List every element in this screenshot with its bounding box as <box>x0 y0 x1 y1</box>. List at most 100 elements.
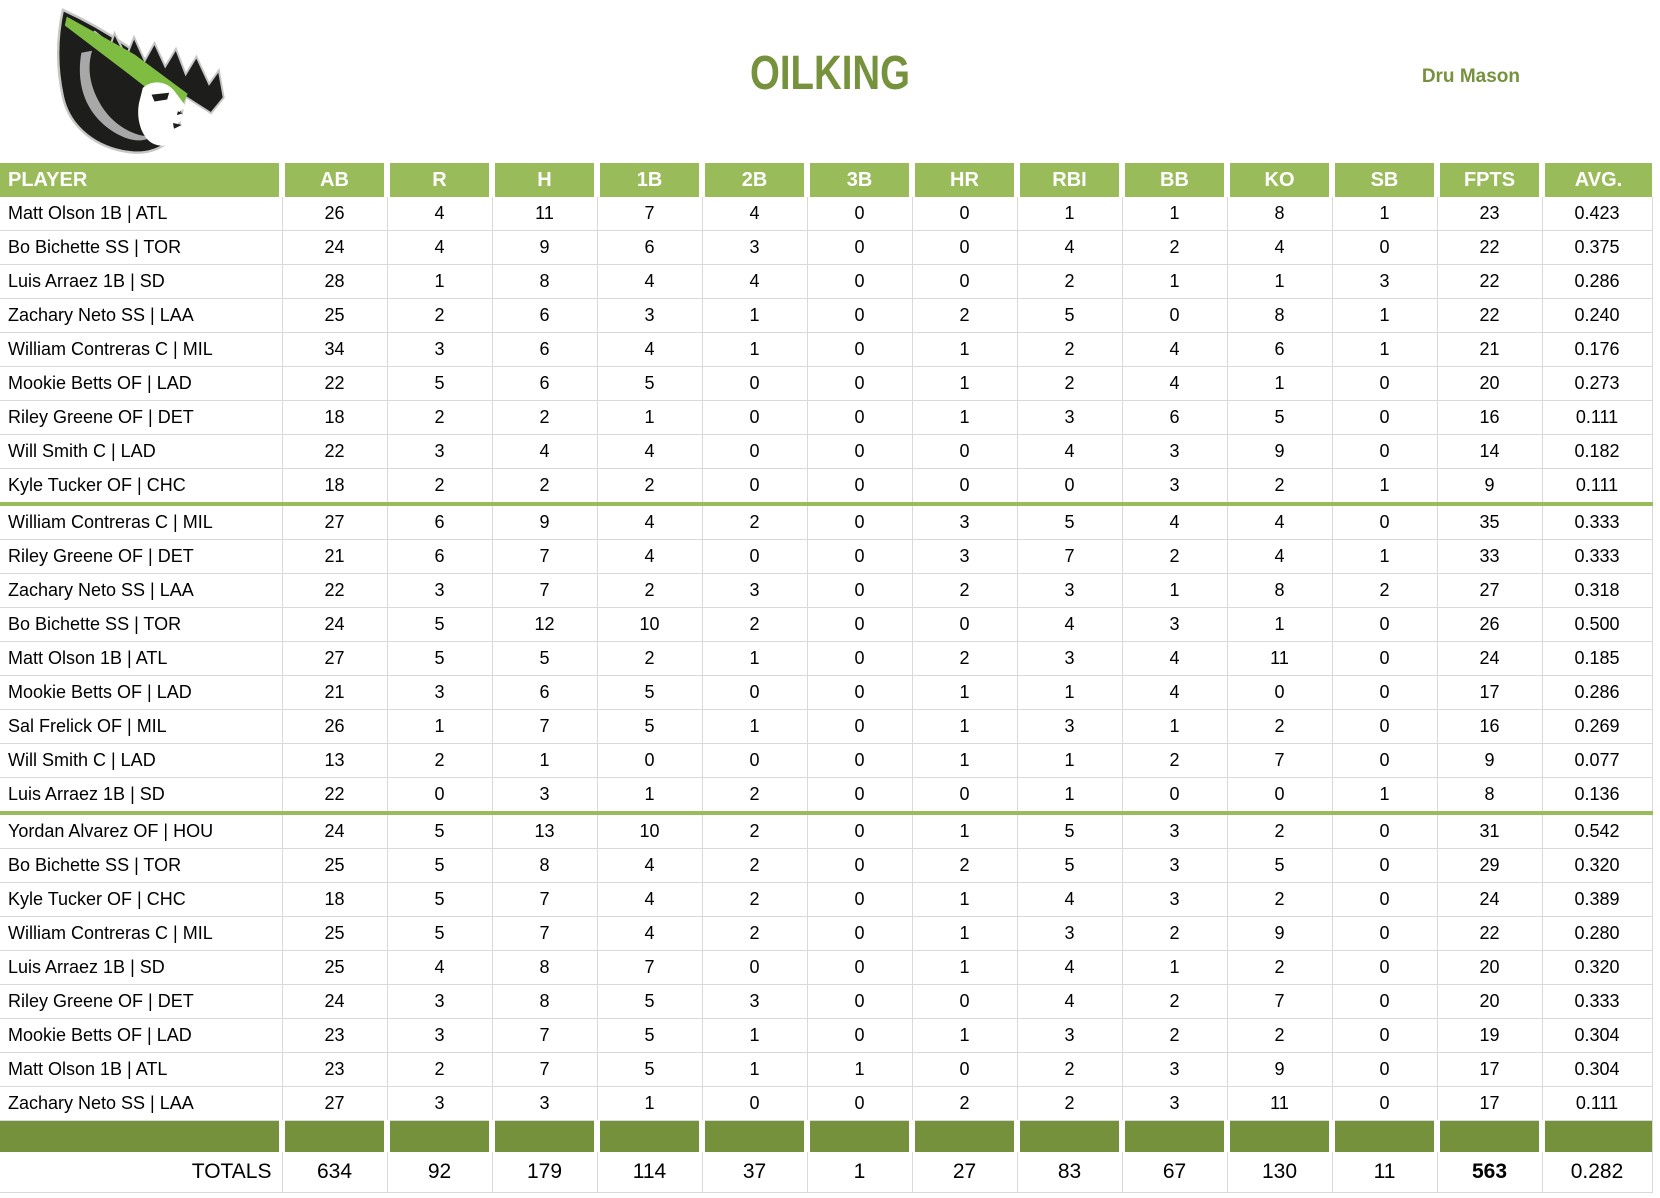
stat-cell-3b[interactable]: 0 <box>806 916 912 951</box>
stat-cell-avg[interactable]: 0.375 <box>1541 230 1653 265</box>
totals-cell-bb[interactable]: 67 <box>1121 1152 1227 1193</box>
stat-cell-ko[interactable]: 7 <box>1226 743 1332 778</box>
column-header-sb[interactable]: SB <box>1329 163 1437 197</box>
stat-cell-ab[interactable]: 26 <box>281 197 387 231</box>
stat-cell-ab[interactable]: 13 <box>281 743 387 778</box>
stat-cell-rbi[interactable]: 2 <box>1016 332 1122 367</box>
stat-cell-ab[interactable]: 24 <box>281 984 387 1019</box>
stat-cell-rbi[interactable]: 4 <box>1016 882 1122 917</box>
stat-cell-rbi[interactable]: 4 <box>1016 984 1122 1019</box>
stat-cell-rbi[interactable]: 5 <box>1016 848 1122 883</box>
stat-cell-3b[interactable]: 0 <box>806 641 912 676</box>
stat-cell-2b[interactable]: 2 <box>701 848 807 883</box>
stat-cell-avg[interactable]: 0.136 <box>1541 777 1653 815</box>
stat-cell-bb[interactable]: 4 <box>1121 332 1227 367</box>
stat-cell-avg[interactable]: 0.286 <box>1541 264 1653 299</box>
stat-cell-fpts[interactable]: 9 <box>1436 468 1542 506</box>
stat-cell-h[interactable]: 7 <box>491 882 597 917</box>
stat-cell-r[interactable]: 2 <box>386 400 492 435</box>
stat-cell-ko[interactable]: 11 <box>1226 1086 1332 1121</box>
stat-cell-avg[interactable]: 0.500 <box>1541 607 1653 642</box>
totals-cell-rbi[interactable]: 83 <box>1016 1152 1122 1193</box>
stat-cell-bb[interactable]: 3 <box>1121 1052 1227 1087</box>
stat-cell-h[interactable]: 5 <box>491 641 597 676</box>
stat-cell-3b[interactable]: 0 <box>806 777 912 815</box>
stat-cell-1b[interactable]: 2 <box>596 468 702 506</box>
stat-cell-hr[interactable]: 0 <box>911 264 1017 299</box>
stat-cell-hr[interactable]: 2 <box>911 848 1017 883</box>
player-cell[interactable]: Zachary Neto SS | LAA <box>0 298 282 333</box>
stat-cell-hr[interactable]: 1 <box>911 675 1017 710</box>
stat-cell-ab[interactable]: 27 <box>281 641 387 676</box>
stat-cell-fpts[interactable]: 17 <box>1436 1086 1542 1121</box>
stat-cell-hr[interactable]: 1 <box>911 366 1017 401</box>
stat-cell-r[interactable]: 3 <box>386 1018 492 1053</box>
stat-cell-bb[interactable]: 3 <box>1121 848 1227 883</box>
stat-cell-bb[interactable]: 2 <box>1121 230 1227 265</box>
stat-cell-h[interactable]: 7 <box>491 573 597 608</box>
stat-cell-3b[interactable]: 0 <box>806 675 912 710</box>
player-cell[interactable]: Zachary Neto SS | LAA <box>0 1086 282 1121</box>
stat-cell-h[interactable]: 8 <box>491 264 597 299</box>
stat-cell-sb[interactable]: 1 <box>1331 468 1437 506</box>
stat-cell-hr[interactable]: 0 <box>911 468 1017 506</box>
stat-cell-hr[interactable]: 1 <box>911 743 1017 778</box>
stat-cell-hr[interactable]: 2 <box>911 1086 1017 1121</box>
player-cell[interactable]: Riley Greene OF | DET <box>0 400 282 435</box>
stat-cell-avg[interactable]: 0.273 <box>1541 366 1653 401</box>
stat-cell-avg[interactable]: 0.542 <box>1541 813 1653 849</box>
player-cell[interactable]: Mookie Betts OF | LAD <box>0 675 282 710</box>
stat-cell-sb[interactable]: 1 <box>1331 777 1437 815</box>
stat-cell-2b[interactable]: 2 <box>701 607 807 642</box>
stat-cell-h[interactable]: 3 <box>491 777 597 815</box>
stat-cell-1b[interactable]: 7 <box>596 197 702 231</box>
stat-cell-ko[interactable]: 1 <box>1226 264 1332 299</box>
stat-cell-fpts[interactable]: 20 <box>1436 950 1542 985</box>
stat-cell-1b[interactable]: 2 <box>596 641 702 676</box>
stat-cell-ko[interactable]: 4 <box>1226 504 1332 540</box>
stat-cell-1b[interactable]: 1 <box>596 400 702 435</box>
stat-cell-3b[interactable]: 0 <box>806 950 912 985</box>
player-cell[interactable]: Luis Arraez 1B | SD <box>0 950 282 985</box>
stat-cell-rbi[interactable]: 1 <box>1016 777 1122 815</box>
stat-cell-fpts[interactable]: 17 <box>1436 1052 1542 1087</box>
stat-cell-sb[interactable]: 0 <box>1331 400 1437 435</box>
stat-cell-sb[interactable]: 0 <box>1331 641 1437 676</box>
stat-cell-1b[interactable]: 10 <box>596 607 702 642</box>
stat-cell-3b[interactable]: 0 <box>806 504 912 540</box>
player-cell[interactable]: Yordan Alvarez OF | HOU <box>0 813 282 849</box>
stat-cell-ab[interactable]: 27 <box>281 504 387 540</box>
stat-cell-r[interactable]: 6 <box>386 504 492 540</box>
stat-cell-bb[interactable]: 3 <box>1121 1086 1227 1121</box>
stat-cell-sb[interactable]: 0 <box>1331 434 1437 469</box>
stat-cell-bb[interactable]: 2 <box>1121 984 1227 1019</box>
stat-cell-sb[interactable]: 0 <box>1331 813 1437 849</box>
stat-cell-1b[interactable]: 1 <box>596 1086 702 1121</box>
stat-cell-fpts[interactable]: 8 <box>1436 777 1542 815</box>
stat-cell-bb[interactable]: 1 <box>1121 573 1227 608</box>
stat-cell-ko[interactable]: 5 <box>1226 400 1332 435</box>
stat-cell-3b[interactable]: 0 <box>806 984 912 1019</box>
stat-cell-ab[interactable]: 34 <box>281 332 387 367</box>
stat-cell-fpts[interactable]: 20 <box>1436 366 1542 401</box>
stat-cell-sb[interactable]: 0 <box>1331 1086 1437 1121</box>
stat-cell-hr[interactable]: 2 <box>911 298 1017 333</box>
player-cell[interactable]: Bo Bichette SS | TOR <box>0 848 282 883</box>
stat-cell-bb[interactable]: 1 <box>1121 264 1227 299</box>
stat-cell-r[interactable]: 4 <box>386 197 492 231</box>
stat-cell-bb[interactable]: 4 <box>1121 641 1227 676</box>
stat-cell-sb[interactable]: 0 <box>1331 709 1437 744</box>
stat-cell-r[interactable]: 2 <box>386 1052 492 1087</box>
stat-cell-hr[interactable]: 0 <box>911 197 1017 231</box>
stat-cell-r[interactable]: 1 <box>386 264 492 299</box>
stat-cell-hr[interactable]: 1 <box>911 709 1017 744</box>
stat-cell-r[interactable]: 3 <box>386 984 492 1019</box>
stat-cell-ko[interactable]: 8 <box>1226 573 1332 608</box>
player-cell[interactable]: Matt Olson 1B | ATL <box>0 641 282 676</box>
stat-cell-3b[interactable]: 0 <box>806 230 912 265</box>
stat-cell-bb[interactable]: 4 <box>1121 504 1227 540</box>
stat-cell-ko[interactable]: 9 <box>1226 916 1332 951</box>
stat-cell-avg[interactable]: 0.240 <box>1541 298 1653 333</box>
column-header-rbi[interactable]: RBI <box>1014 163 1122 197</box>
stat-cell-sb[interactable]: 2 <box>1331 573 1437 608</box>
